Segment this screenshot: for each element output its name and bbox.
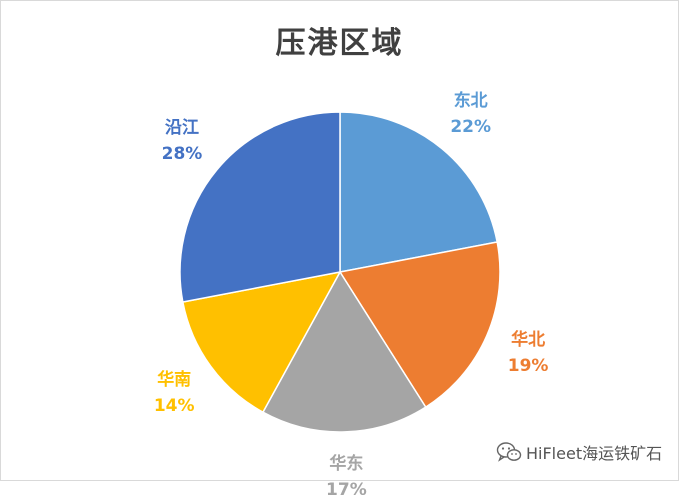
wechat-icon: [496, 442, 522, 462]
slice-name: 华南: [157, 369, 192, 390]
watermark-text: HiFleet海运铁矿石: [526, 444, 663, 463]
slice-percent: 22%: [450, 117, 492, 137]
pie-slice-3: [181, 270, 342, 414]
slice-label-3: 华南 14%: [144, 367, 204, 419]
slice-name: 华东: [329, 453, 364, 474]
slice-percent: 28%: [161, 144, 203, 165]
pie-slice-1: [338, 241, 501, 409]
slice-label-1: 华北 19%: [498, 327, 558, 379]
pie-slice-0: [339, 111, 499, 273]
pie-chart: [179, 111, 501, 433]
slice-label-0: 东北 22%: [441, 88, 501, 140]
slice-label-2: 华东 17%: [316, 451, 376, 503]
watermark: HiFleet海运铁矿石: [496, 440, 662, 464]
chart-title: 压港区域: [275, 26, 404, 61]
slice-name: 华北: [511, 330, 546, 351]
pie-slice-4: [179, 111, 341, 303]
slice-percent: 19%: [507, 356, 549, 377]
slice-name: 沿江: [165, 118, 199, 139]
slice-label-4: 沿江 28%: [152, 115, 212, 167]
slice-name: 东北: [453, 91, 488, 111]
pie-slice-2: [261, 270, 427, 433]
slice-percent: 14%: [153, 395, 195, 416]
